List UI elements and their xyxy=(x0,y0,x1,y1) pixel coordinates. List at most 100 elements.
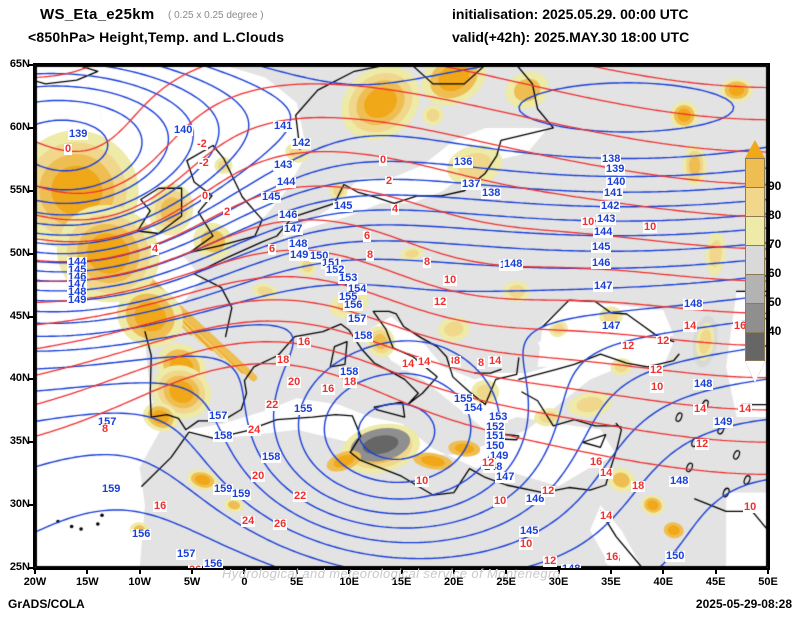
colorbar-tick-label: 90 xyxy=(768,179,782,193)
temperature-contour-label: 10 xyxy=(743,501,758,513)
height-contour-label: 139 xyxy=(605,163,626,175)
colorbar-swatch xyxy=(745,187,765,216)
lat-tick xyxy=(29,567,35,569)
lon-tick xyxy=(138,568,141,574)
temperature-contour-label: 26 xyxy=(188,565,203,568)
lon-tick xyxy=(295,568,298,574)
temperature-contour-label: 10 xyxy=(493,495,508,507)
temperature-contour-label: 18 xyxy=(276,354,291,366)
height-contour-label: 147 xyxy=(601,320,622,332)
lat-label: 55N xyxy=(9,183,30,196)
height-contour-label: 147 xyxy=(495,471,516,483)
model-name: WS_Eta_e25km xyxy=(40,6,155,23)
temperature-contour-label: 16 xyxy=(321,383,336,395)
temperature-contour-label: 12 xyxy=(481,457,496,469)
temperature-contour-label: 26 xyxy=(273,518,288,530)
height-contour-label: 137 xyxy=(461,178,482,190)
colorbar-swatch xyxy=(745,245,765,274)
temperature-contour-label: 2 xyxy=(385,175,394,187)
height-contour-label: 138 xyxy=(481,187,502,199)
temperature-contour-label: 10 xyxy=(650,381,665,393)
height-contour-label: 149 xyxy=(289,249,310,261)
lat-tick xyxy=(29,378,35,381)
height-contour-label: 150 xyxy=(309,250,330,262)
footer-generation-timestamp: 2025-05-29-08:28 xyxy=(695,597,792,611)
lon-label: 10E xyxy=(339,576,359,588)
lon-label: 40E xyxy=(653,576,674,588)
height-contour-label: 141 xyxy=(603,187,624,199)
colorbar-tick-label: 50 xyxy=(768,295,782,309)
temperature-contour-label: 8 xyxy=(477,357,486,369)
temperature-contour-label: 14 xyxy=(401,358,416,370)
temperature-contour-label: 6 xyxy=(363,230,372,242)
lon-tick xyxy=(662,568,665,574)
height-contour-label: 149 xyxy=(489,450,510,462)
lon-tick xyxy=(348,568,351,574)
lon-label: 10W xyxy=(128,576,152,588)
temperature-contour-label: 22 xyxy=(293,490,308,502)
temperature-contour-label: 10 xyxy=(581,216,596,228)
temperature-contour-label: 18 xyxy=(343,376,358,388)
temperature-contour-label: 10 xyxy=(415,475,430,487)
lon-label: 5E xyxy=(290,576,304,588)
height-contour-label: 155 xyxy=(293,403,314,415)
height-contour-label: 143 xyxy=(273,159,294,171)
lon-label: 30E xyxy=(548,576,569,588)
temperature-contour-label: 16 xyxy=(733,320,748,332)
height-contour-label: 154 xyxy=(463,402,484,414)
height-contour-label: 136 xyxy=(453,156,474,168)
lon-label: 20W xyxy=(23,576,47,588)
temperature-contour-label: 22 xyxy=(265,399,280,411)
temperature-contour-label: 24 xyxy=(241,515,256,527)
lon-label: 45E xyxy=(705,576,726,588)
height-contour-label: 147 xyxy=(593,280,614,292)
temperature-contour-label: 20 xyxy=(251,470,266,482)
height-contour-label: 155 xyxy=(338,291,359,303)
height-contour-label: 158 xyxy=(339,366,360,378)
model-resolution: ( 0.25 x 0.25 degree ) xyxy=(168,10,264,21)
height-contour-label: 156 xyxy=(343,299,364,311)
chart-header: WS_Eta_e25km ( 0.25 x 0.25 degree ) <850… xyxy=(0,0,800,55)
temperature-contour-label: -2 xyxy=(196,138,208,150)
temperature-contour-label: 20 xyxy=(287,376,302,388)
lat-tick xyxy=(29,252,35,255)
temperature-contour-label: 16 xyxy=(589,456,604,468)
height-contour-label: 149 xyxy=(67,294,88,306)
lon-label: 50E xyxy=(758,576,778,588)
temperature-contour-label: 12 xyxy=(433,296,448,308)
temperature-contour-label: 8 xyxy=(366,249,375,261)
footer-software-credit: GrADS/COLA xyxy=(8,597,85,611)
height-contour-label: 145 xyxy=(261,191,282,203)
lon-tick xyxy=(452,568,455,574)
height-contour-label: 155 xyxy=(453,393,474,405)
height-contour-label: 145 xyxy=(333,200,354,212)
temperature-contour-label: 14 xyxy=(417,356,432,368)
temperature-contour-label: 8 xyxy=(453,355,462,367)
height-contour-label: 144 xyxy=(67,256,88,268)
lon-label: 0 xyxy=(241,576,248,588)
height-contour-label: 142 xyxy=(600,200,621,212)
temperature-contour-label: 16 xyxy=(153,500,168,512)
height-contour-label: 146 xyxy=(278,209,299,221)
lon-tick xyxy=(243,568,246,574)
height-contour-label: 145 xyxy=(519,525,540,537)
height-contour-label: 150 xyxy=(665,550,686,562)
height-contour-label: 143 xyxy=(596,213,617,225)
lon-tick xyxy=(191,568,194,574)
lat-tick xyxy=(29,441,35,444)
temperature-contour-label: 2 xyxy=(223,206,232,218)
colorbar-tick-label: 40 xyxy=(768,324,782,338)
lon-label: 35E xyxy=(601,576,621,588)
temperature-contour-label: 14 xyxy=(693,403,708,415)
initialisation-time: initialisation: 2025.05.29. 00:00 UTC xyxy=(452,6,689,22)
cloud-cover-colorbar: 90 80 70 60 50 40 xyxy=(745,140,781,383)
height-contour-label: 148 xyxy=(693,378,714,390)
height-contour-label: 159 xyxy=(213,483,234,495)
height-contour-label: 147 xyxy=(67,278,88,290)
height-contour-label: 148 xyxy=(503,258,524,270)
height-contour-label: 152 xyxy=(485,421,506,433)
height-contour-label: 146 xyxy=(591,257,612,269)
lat-label: 25N xyxy=(9,561,30,573)
lat-tick xyxy=(29,64,35,66)
height-contour-label: 150 xyxy=(485,440,506,452)
